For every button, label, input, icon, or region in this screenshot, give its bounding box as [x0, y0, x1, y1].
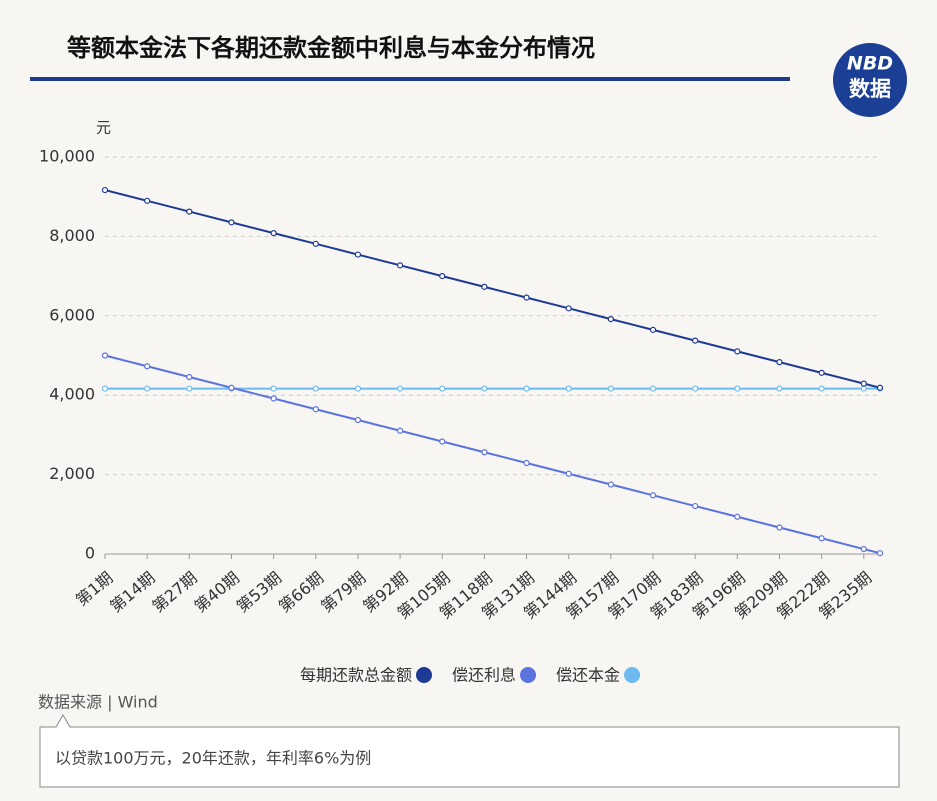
legend-label: 每期还款总金额	[300, 666, 412, 685]
point	[692, 385, 699, 392]
point	[270, 395, 277, 402]
legend-label: 偿还利息	[452, 666, 516, 685]
point	[439, 385, 446, 392]
series-line	[104, 354, 881, 555]
logo-text: 数据	[849, 77, 891, 101]
note: 以贷款100万元，20年还款，年利率6%为例	[55, 749, 371, 768]
y-tick-label: 0	[85, 544, 95, 563]
point	[876, 550, 884, 557]
point	[523, 459, 530, 467]
point	[649, 385, 657, 392]
logo	[833, 43, 907, 117]
point	[228, 384, 235, 391]
point	[860, 545, 867, 553]
point	[270, 385, 277, 392]
point	[396, 385, 404, 392]
point	[692, 337, 699, 344]
point	[354, 385, 362, 392]
point	[396, 262, 404, 269]
y-tick-label: 6,000	[49, 305, 95, 324]
point	[396, 427, 404, 434]
title-rule	[30, 77, 790, 81]
point	[144, 385, 151, 392]
source: 数据来源 | Wind	[38, 693, 158, 712]
point	[186, 373, 193, 381]
legend-marker	[416, 667, 433, 683]
point	[312, 240, 319, 247]
point	[818, 385, 825, 392]
point	[481, 283, 488, 290]
point	[481, 449, 488, 456]
y-tick-label: 8,000	[49, 226, 95, 245]
point	[144, 197, 151, 204]
logo-text: NBD	[847, 53, 893, 75]
legend-label: 偿还本金	[556, 666, 620, 685]
point	[186, 208, 193, 215]
series-line	[104, 189, 881, 389]
point	[876, 384, 884, 391]
point	[734, 348, 741, 355]
point	[523, 385, 530, 392]
point	[607, 315, 614, 323]
point	[565, 385, 572, 392]
point	[523, 294, 530, 301]
point	[776, 359, 783, 366]
point	[144, 363, 151, 370]
point	[101, 186, 109, 194]
point	[481, 385, 488, 392]
chart-title: 等额本金法下各期还款金额中利息与本金分布情况	[67, 34, 595, 62]
note-box	[39, 714, 900, 788]
y-tick-label: 4,000	[49, 385, 95, 404]
point	[354, 251, 362, 258]
point	[860, 385, 867, 392]
point	[776, 385, 783, 392]
y-tick-label: 2,000	[49, 464, 95, 483]
point	[228, 219, 235, 226]
point	[734, 513, 741, 520]
point	[354, 416, 362, 424]
point	[607, 385, 614, 392]
point	[312, 406, 319, 413]
point	[439, 273, 446, 280]
point	[692, 502, 699, 510]
point	[101, 352, 109, 359]
point	[818, 369, 825, 376]
point	[734, 385, 741, 392]
point	[101, 385, 109, 392]
point	[565, 305, 572, 312]
legend-marker	[624, 667, 641, 683]
point	[649, 326, 657, 333]
legend-marker	[520, 667, 537, 683]
point	[649, 492, 657, 499]
y-tick-label: 10,000	[39, 147, 95, 166]
point	[776, 524, 783, 531]
point	[860, 380, 867, 387]
point	[312, 385, 319, 392]
point	[186, 385, 193, 392]
point	[439, 438, 446, 445]
point	[565, 470, 572, 477]
point	[818, 535, 825, 542]
point	[270, 230, 277, 237]
y-axis-label: 元	[96, 119, 111, 137]
point	[607, 481, 614, 488]
